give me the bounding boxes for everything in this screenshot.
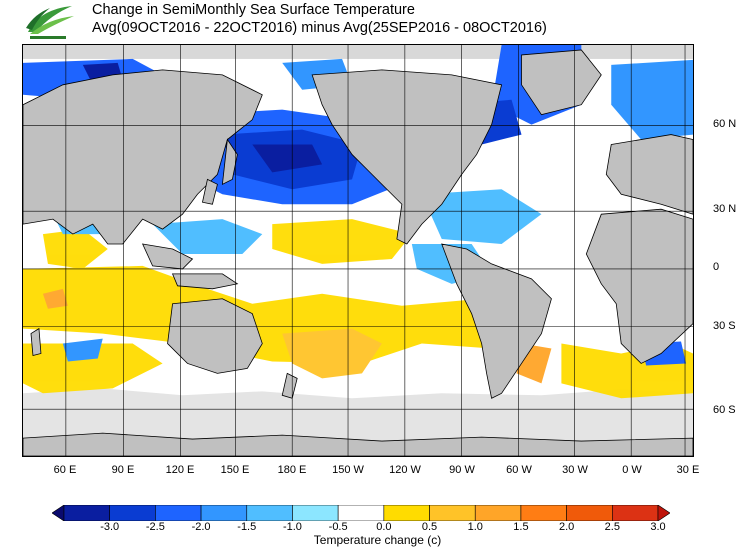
- colorbar-tick-label: -1.5: [237, 521, 257, 533]
- colorbar-tick-label: 1.5: [513, 521, 529, 533]
- colorbar-cell: [292, 505, 339, 521]
- color-scale-bar: [52, 505, 670, 521]
- map-canvas: [23, 45, 693, 456]
- chart-title: Change in SemiMonthly Sea Surface Temper…: [92, 2, 415, 18]
- colorbar-tick-label: -0.5: [328, 521, 348, 533]
- land-masses: [23, 49, 693, 456]
- colorbar-cell: [246, 505, 293, 521]
- lon-label-120e: 120 E: [165, 464, 195, 476]
- colorbar-cell: [566, 505, 613, 521]
- colorbar-low-arrow: [52, 505, 65, 521]
- lon-label-90e: 90 E: [111, 464, 135, 476]
- colorbar-tick-label: -1.0: [282, 521, 302, 533]
- colorbar-title: Temperature change (c): [313, 533, 442, 547]
- lon-label-150w: 150 W: [332, 464, 364, 476]
- colorbar-cell: [383, 505, 430, 521]
- lat-label-30s: 30 S: [713, 320, 736, 332]
- colorbar-high-arrow: [657, 505, 670, 521]
- colorbar-cell: [337, 505, 385, 521]
- colorbar-tick-label: 2.5: [604, 521, 620, 533]
- colorbar-cell: [520, 505, 567, 521]
- colorbar-cell: [109, 505, 156, 521]
- colorbar-tick-label: 3.0: [650, 521, 666, 533]
- lat-label-0: 0: [713, 261, 720, 273]
- colorbar-cell: [63, 505, 110, 521]
- lon-label-180e: 180 E: [277, 464, 307, 476]
- agency-logo-icon: [26, 6, 74, 39]
- lon-label-60w: 60 W: [506, 464, 532, 476]
- graticule: [23, 45, 693, 456]
- colorbar-cell: [155, 505, 202, 521]
- colorbar-tick-label: 2.0: [558, 521, 575, 533]
- colorbar-cell: [612, 505, 659, 521]
- colorbar-tick-label: 0.0: [376, 521, 392, 533]
- lat-label-60n: 60 N: [713, 118, 737, 130]
- chart-subtitle: Avg(09OCT2016 - 22OCT2016) minus Avg(25S…: [92, 20, 547, 36]
- sst-map: [22, 44, 694, 457]
- colorbar-cell: [200, 505, 248, 521]
- colorbar-tick-label: -2.0: [191, 521, 211, 533]
- colorbar-tick-label: 0.5: [421, 521, 438, 533]
- lon-label-90w: 90 W: [449, 464, 475, 476]
- lon-label-30w: 30 W: [562, 464, 588, 476]
- colorbar-tick-label: -3.0: [100, 521, 120, 533]
- lon-label-60e: 60 E: [53, 464, 77, 476]
- lon-label-0w: 0 W: [622, 464, 642, 476]
- lat-label-30n: 30 N: [713, 203, 737, 215]
- lon-label-120w: 120 W: [389, 464, 421, 476]
- colorbar-tick-label: -2.5: [145, 521, 165, 533]
- colorbar-tick-label: 1.0: [467, 521, 483, 533]
- lon-label-30e: 30 E: [676, 464, 700, 476]
- colorbar-cell: [429, 505, 476, 521]
- lon-label-150e: 150 E: [220, 464, 250, 476]
- lat-label-60s: 60 S: [713, 404, 736, 416]
- colorbar-cell: [474, 505, 522, 521]
